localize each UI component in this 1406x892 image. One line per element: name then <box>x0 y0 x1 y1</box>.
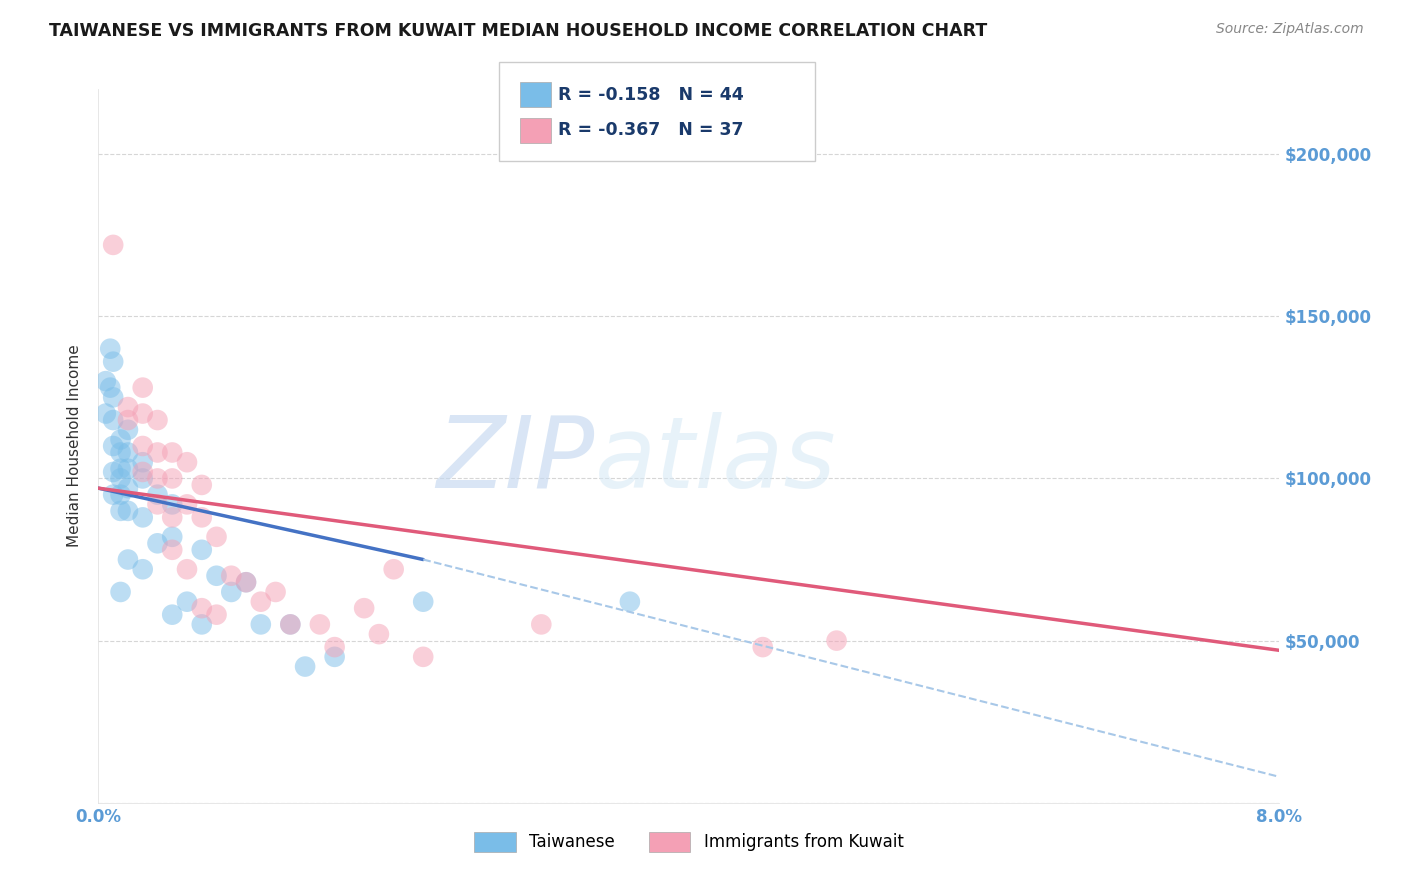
Point <box>176 497 198 511</box>
Point <box>117 504 139 518</box>
Point <box>176 562 198 576</box>
Point <box>221 568 243 582</box>
Point <box>110 471 132 485</box>
Point <box>221 585 243 599</box>
Point <box>132 407 155 421</box>
Point <box>323 640 346 654</box>
Point <box>323 649 346 664</box>
Point <box>191 478 214 492</box>
Point <box>94 407 117 421</box>
Point <box>191 617 214 632</box>
Text: ZIP: ZIP <box>436 412 595 508</box>
Text: TAIWANESE VS IMMIGRANTS FROM KUWAIT MEDIAN HOUSEHOLD INCOME CORRELATION CHART: TAIWANESE VS IMMIGRANTS FROM KUWAIT MEDI… <box>49 22 987 40</box>
Point <box>162 607 183 622</box>
Text: Source: ZipAtlas.com: Source: ZipAtlas.com <box>1216 22 1364 37</box>
Point <box>110 433 132 447</box>
Text: R = -0.367   N = 37: R = -0.367 N = 37 <box>558 121 744 139</box>
Point <box>146 497 169 511</box>
Y-axis label: Median Household Income: Median Household Income <box>67 344 83 548</box>
Point <box>146 413 169 427</box>
Point <box>205 607 228 622</box>
Point <box>132 510 155 524</box>
Point <box>368 627 391 641</box>
Point <box>103 354 125 368</box>
Point <box>309 617 332 632</box>
Text: R = -0.158   N = 44: R = -0.158 N = 44 <box>558 86 744 103</box>
Point <box>619 595 641 609</box>
Point <box>162 497 183 511</box>
Point <box>530 617 553 632</box>
Point <box>191 601 214 615</box>
Point <box>110 461 132 475</box>
Point <box>146 488 169 502</box>
Point <box>235 575 257 590</box>
Point <box>117 481 139 495</box>
Point <box>110 585 132 599</box>
Point <box>382 562 405 576</box>
Point <box>117 423 139 437</box>
Point <box>752 640 775 654</box>
Point <box>110 488 132 502</box>
Point <box>412 649 434 664</box>
Point <box>132 381 155 395</box>
Point <box>146 445 169 459</box>
Point <box>280 617 302 632</box>
Point <box>132 465 155 479</box>
Point <box>162 445 183 459</box>
Point <box>103 465 125 479</box>
Point <box>117 552 139 566</box>
Point <box>191 542 214 557</box>
Point <box>98 342 121 356</box>
Point <box>117 445 139 459</box>
Point <box>250 617 273 632</box>
Point <box>146 471 169 485</box>
Point <box>110 445 132 459</box>
Point <box>205 530 228 544</box>
Point <box>162 530 183 544</box>
Point <box>191 510 214 524</box>
Point <box>162 471 183 485</box>
Point <box>353 601 375 615</box>
Point <box>294 659 316 673</box>
Point <box>117 461 139 475</box>
Point <box>176 455 198 469</box>
Text: atlas: atlas <box>595 412 837 508</box>
Point <box>176 595 198 609</box>
Legend: Taiwanese, Immigrants from Kuwait: Taiwanese, Immigrants from Kuwait <box>468 825 910 859</box>
Point <box>235 575 257 590</box>
Point <box>825 633 848 648</box>
Point <box>162 542 183 557</box>
Point <box>205 568 228 582</box>
Point <box>103 488 125 502</box>
Point <box>264 585 287 599</box>
Point <box>94 374 117 388</box>
Point <box>250 595 273 609</box>
Point <box>132 471 155 485</box>
Point <box>162 510 183 524</box>
Point <box>412 595 434 609</box>
Point <box>132 455 155 469</box>
Point <box>117 413 139 427</box>
Point <box>117 400 139 414</box>
Point <box>103 238 125 252</box>
Point <box>103 439 125 453</box>
Point <box>280 617 302 632</box>
Point <box>110 504 132 518</box>
Point <box>132 439 155 453</box>
Point <box>103 390 125 404</box>
Point <box>103 413 125 427</box>
Point <box>146 536 169 550</box>
Point <box>98 381 121 395</box>
Point <box>132 562 155 576</box>
